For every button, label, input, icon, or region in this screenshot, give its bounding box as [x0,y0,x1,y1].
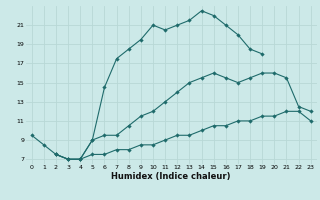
X-axis label: Humidex (Indice chaleur): Humidex (Indice chaleur) [111,172,231,181]
